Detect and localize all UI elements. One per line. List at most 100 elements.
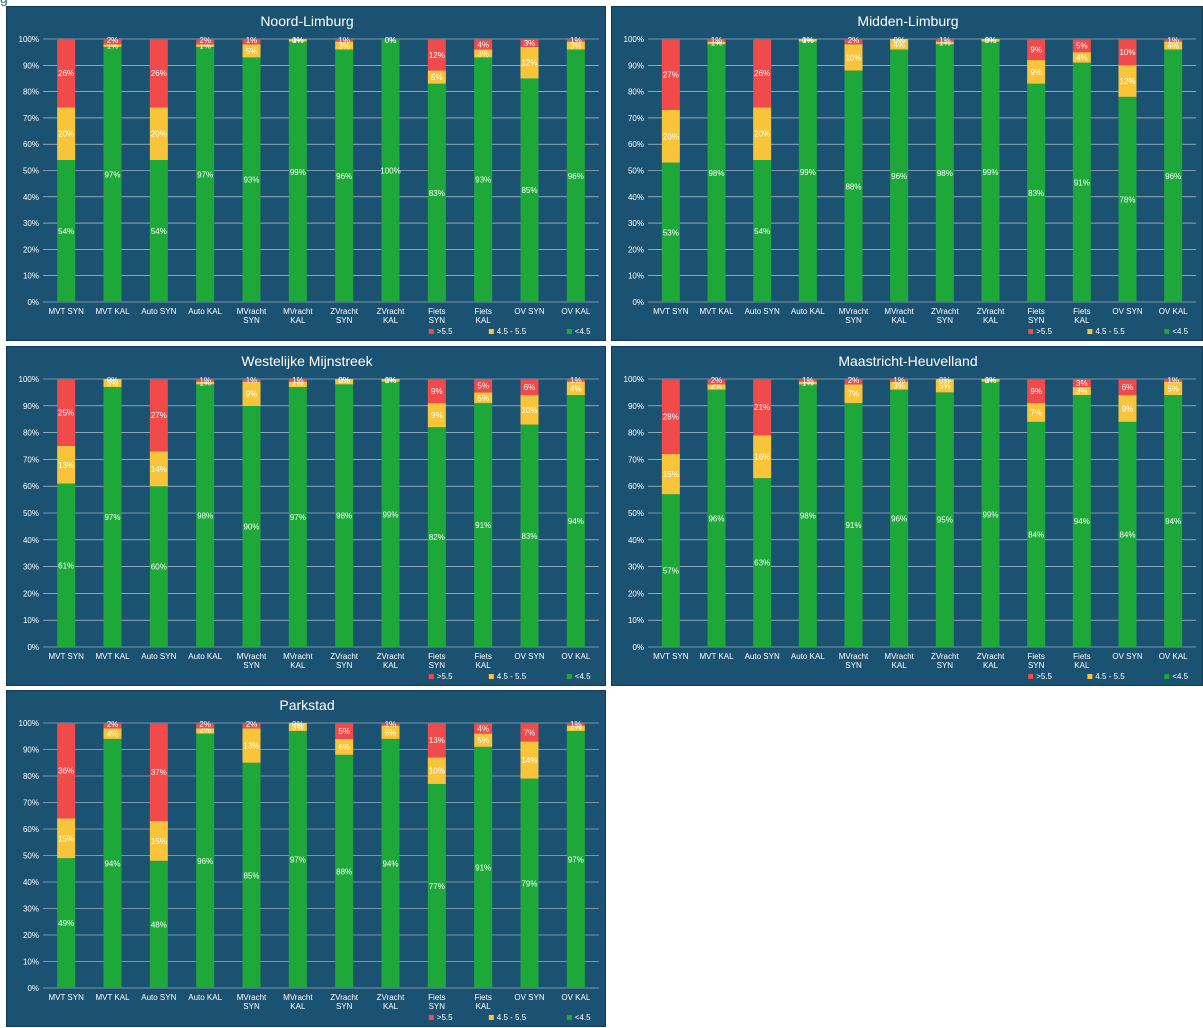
y-tick-label: 100%	[19, 35, 39, 44]
x-tick-label: MVT SYN	[653, 652, 689, 661]
x-tick-label: Auto KAL	[188, 652, 222, 661]
bar-segment	[242, 381, 261, 406]
data-label: 20%	[663, 132, 679, 141]
data-label: 63%	[754, 559, 770, 568]
data-label: 4%	[893, 40, 905, 49]
data-label: 15%	[663, 470, 679, 479]
x-tick-label: OV SYN	[514, 652, 544, 661]
data-label: 2%	[711, 381, 723, 390]
bar-segment	[288, 387, 307, 647]
data-label: 6%	[1122, 383, 1134, 392]
y-tick-label: 40%	[23, 536, 39, 545]
data-label: 84%	[1119, 530, 1135, 539]
bar-segment	[661, 110, 680, 163]
legend-swatch	[488, 674, 494, 679]
legend-swatch	[566, 1015, 572, 1020]
data-label: 94%	[382, 859, 398, 868]
bar-segment	[57, 483, 76, 647]
x-tick-label: MVracht SYN	[839, 652, 869, 670]
data-label: 4%	[1167, 42, 1179, 51]
bar-segment	[196, 733, 215, 988]
chart-title: Maastricht-Heuvelland	[838, 353, 977, 369]
legend-swatch	[1164, 329, 1170, 334]
bar-segment	[707, 389, 726, 647]
data-label: 15%	[151, 837, 167, 846]
data-label: 0%	[292, 36, 304, 45]
legend-label: <4.5	[1172, 327, 1188, 336]
bar-segment	[707, 44, 726, 302]
bar-segment	[890, 39, 909, 50]
data-label: 15%	[58, 834, 74, 843]
data-label: 0%	[939, 376, 951, 385]
y-tick-label: 80%	[23, 429, 39, 438]
data-label: 9%	[1030, 46, 1042, 55]
data-label: 1%	[939, 36, 951, 45]
bar-segment	[149, 821, 168, 861]
legend-label: >5.5	[437, 327, 453, 336]
y-tick-label: 60%	[628, 482, 644, 491]
data-label: 2%	[199, 36, 211, 45]
x-tick-label: ZVracht SYN	[330, 993, 358, 1011]
y-tick-label: 90%	[23, 61, 39, 70]
bar-segment	[520, 39, 539, 47]
data-label: 1%	[385, 720, 397, 729]
legend-swatch	[428, 674, 434, 679]
data-label: 5%	[338, 727, 350, 736]
data-label: 2%	[199, 720, 211, 729]
bar-segment	[474, 57, 493, 302]
bar-segment	[661, 494, 680, 647]
bar-segment	[520, 78, 539, 302]
y-tick-label: 40%	[628, 536, 644, 545]
data-label: 7%	[1030, 409, 1042, 418]
data-label: 4%	[477, 40, 489, 49]
data-label: 0%	[107, 376, 119, 385]
data-label: 36%	[58, 767, 74, 776]
y-tick-label: 30%	[23, 563, 39, 572]
bar-segment	[798, 381, 817, 385]
data-label: 27%	[151, 411, 167, 420]
data-label: 91%	[845, 521, 861, 530]
data-label: 96%	[336, 172, 352, 181]
chart-panel-westelijke-mijnstreek: Westelijke Mijnstreek 0% 10% 20% 30% 40% 50% 60…	[6, 346, 606, 686]
bar-segment	[566, 725, 585, 731]
x-tick-label: OV KAL	[1159, 652, 1188, 661]
data-label: 9%	[1122, 404, 1134, 413]
data-label: 94%	[1165, 517, 1181, 526]
bar-segment	[335, 384, 354, 647]
legend-label: <4.5	[1172, 672, 1188, 681]
bar-segment	[335, 379, 354, 385]
x-tick-label: Auto SYN	[745, 652, 780, 661]
bar-segment	[1118, 96, 1137, 302]
bar-segment	[335, 49, 354, 302]
data-label: 84%	[1028, 530, 1044, 539]
data-label: 97%	[568, 855, 584, 864]
y-tick-label: 20%	[628, 245, 644, 254]
bar-segment	[1072, 395, 1091, 647]
bar-segment	[103, 379, 122, 388]
data-label: 91%	[475, 863, 491, 872]
x-tick-label: ZVracht SYN	[931, 652, 959, 670]
data-label: 98%	[800, 512, 816, 521]
data-label: 97%	[104, 170, 120, 179]
x-tick-label: Fiets SYN	[1027, 307, 1044, 325]
legend-label: >5.5	[1036, 327, 1052, 336]
x-tick-label: MVT SYN	[653, 307, 689, 316]
bar-segment	[1027, 421, 1046, 647]
bar-segment	[1164, 41, 1183, 50]
data-label: 1%	[570, 720, 582, 729]
legend-swatch	[1028, 329, 1034, 334]
bar-segment	[1072, 387, 1091, 396]
y-tick-label: 90%	[628, 61, 644, 70]
data-label: 0%	[802, 36, 814, 45]
chart-panel-noord-limburg: Noord-Limburg 0% 10% 20% 30% 40% 50% 60% 70% 80% 9…	[6, 6, 606, 341]
data-label: 60%	[151, 563, 167, 572]
x-tick-label: OV SYN	[1112, 307, 1142, 316]
bar-segment	[149, 451, 168, 487]
y-tick-label: 10%	[23, 958, 39, 967]
data-label: 3%	[570, 42, 582, 51]
y-tick-label: 10%	[23, 616, 39, 625]
data-label: 98%	[197, 512, 213, 521]
y-tick-label: 70%	[23, 114, 39, 123]
data-label: 94%	[1074, 517, 1090, 526]
y-tick-label: 80%	[628, 88, 644, 97]
